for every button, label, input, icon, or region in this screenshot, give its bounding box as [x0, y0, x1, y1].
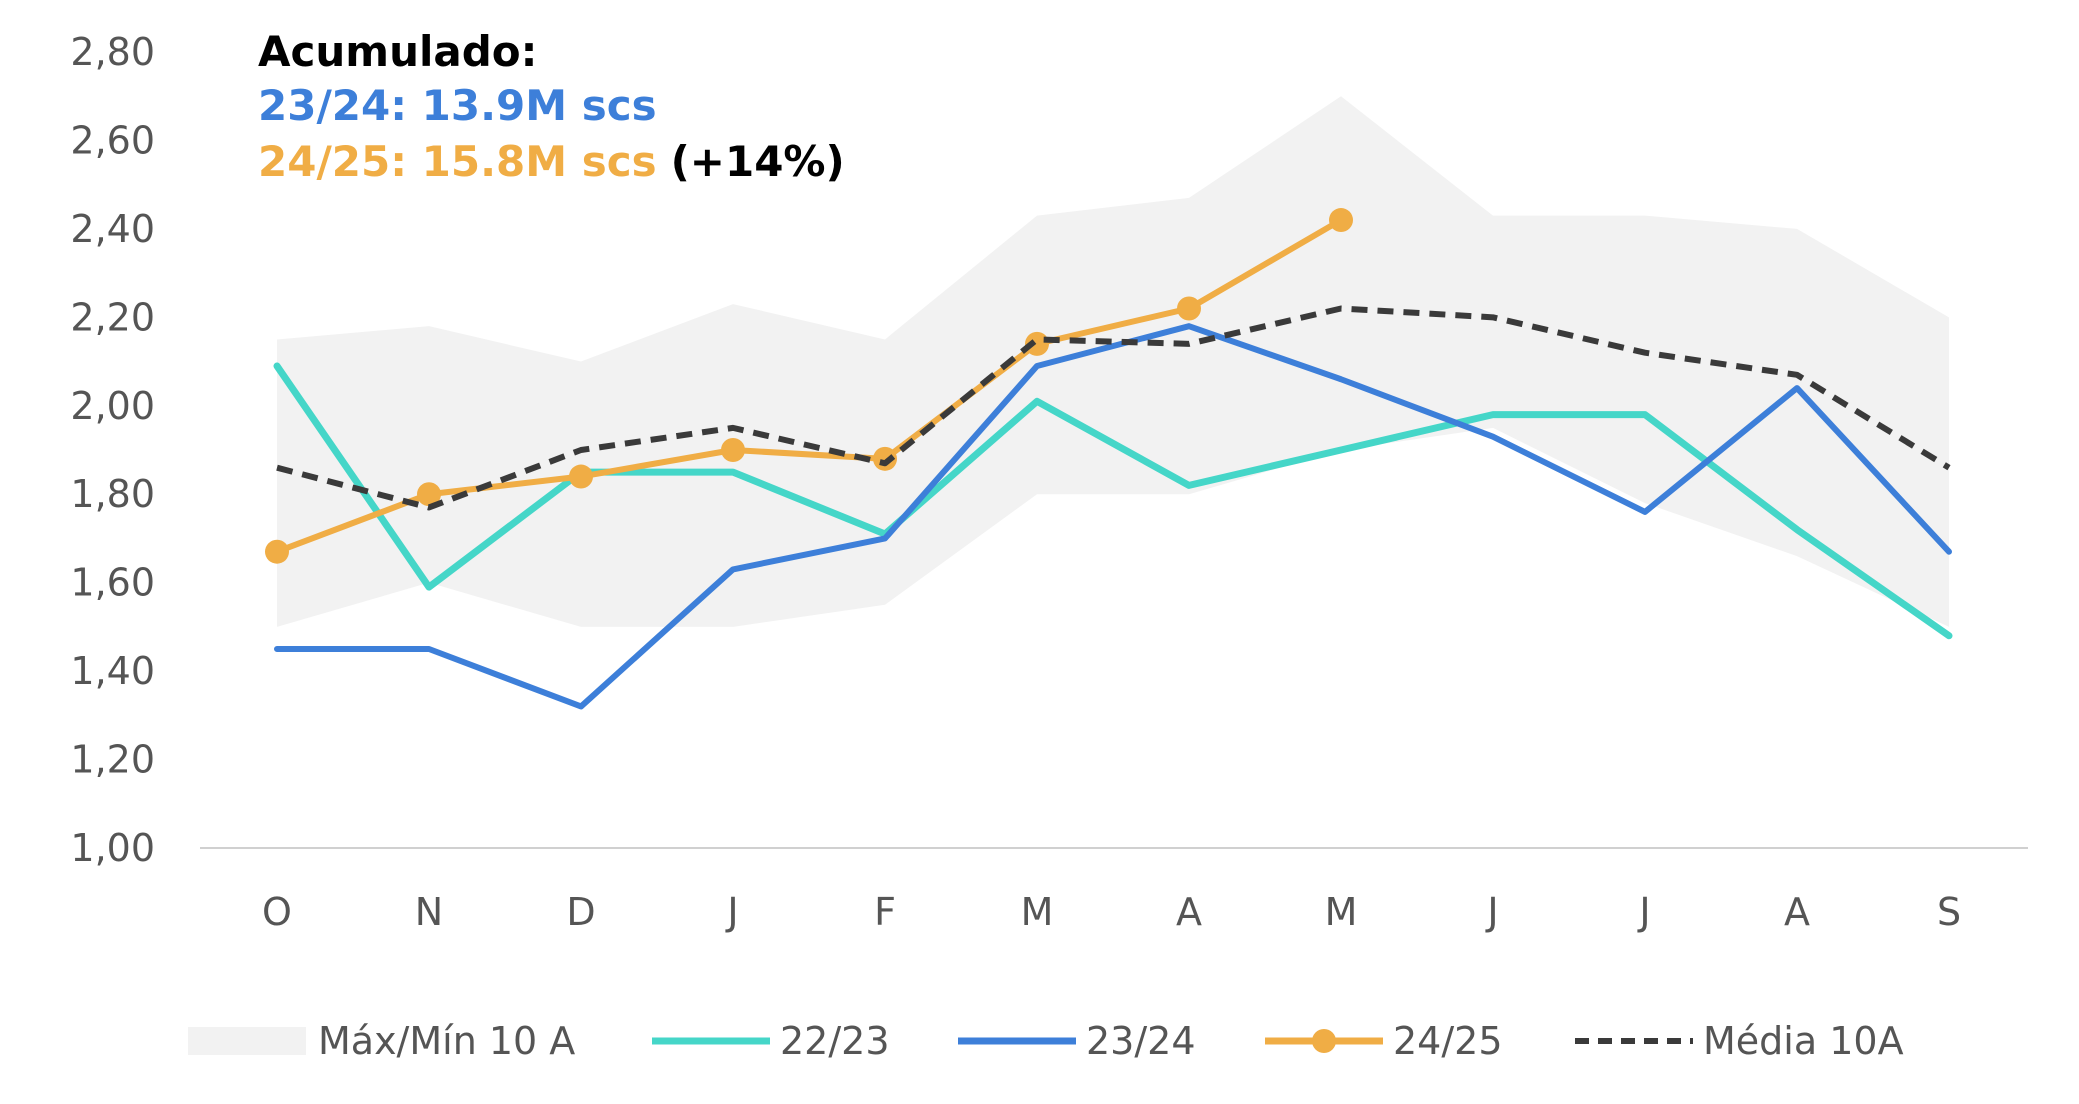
point-24-25 [873, 446, 897, 471]
legend-item-22-23: 22/23 [652, 1019, 890, 1063]
point-24-25 [417, 482, 441, 507]
legend: Máx/Mín 10 A 22/23 23/24 24/25 Média 10A [188, 1019, 1904, 1063]
y-tick-label: 1,80 [70, 472, 155, 516]
y-tick-label: 1,40 [70, 649, 155, 693]
legend-label: 22/23 [780, 1019, 890, 1063]
series-layer [265, 208, 1953, 710]
legend-marker-24-25 [1312, 1029, 1336, 1053]
legend-item-m-x-m-n-10-a: Máx/Mín 10 A [188, 1019, 575, 1063]
annotation-line-24-25-change: (+14%) [671, 137, 845, 186]
point-24-25 [265, 539, 289, 564]
legend-item-24-25: 24/25 [1265, 1019, 1503, 1063]
legend-label: Média 10A [1703, 1019, 1904, 1063]
legend-swatch-band [188, 1027, 306, 1055]
x-tick-label: S [1937, 890, 1961, 934]
x-tick-label: M [1325, 890, 1358, 934]
y-tick-label: 2,60 [70, 118, 155, 162]
series-line-22-23 [273, 362, 1953, 640]
y-tick-label: 1,20 [70, 738, 155, 782]
series-line-m-dia-10a [276, 305, 1951, 511]
x-tick-label: F [874, 890, 896, 934]
y-tick-label: 2,20 [70, 295, 155, 339]
legend-item-m-dia-10a: Média 10A [1575, 1019, 1904, 1063]
x-tick-label: J [1637, 890, 1650, 934]
legend-label: 24/25 [1393, 1019, 1503, 1063]
series-22-23 [273, 362, 1953, 640]
y-tick-label: 1,60 [70, 561, 155, 605]
series-m-dia-10a [276, 305, 1951, 511]
max-min-band [277, 96, 1949, 627]
x-tick-label: A [1784, 890, 1810, 934]
series-line-24-25 [274, 217, 1344, 555]
point-24-25 [1025, 331, 1049, 356]
y-tick-labels: 1,00 1,20 1,40 1,60 1,80 2,00 2,20 2,40 2,60 2,80 [70, 30, 155, 870]
y-tick-label: 2,00 [70, 384, 155, 428]
annotation-line-24-25: 24/25: 15.8M scs (+14%) [258, 137, 845, 186]
series-line-23-24 [274, 323, 1952, 710]
series-23-24 [274, 323, 1952, 710]
annotation-block: Acumulado: 23/24: 13.9M scs 24/25: 15.8M… [258, 27, 845, 186]
legend-label: 23/24 [1086, 1019, 1196, 1063]
x-tick-label: J [1485, 890, 1498, 934]
legend-label: Máx/Mín 10 A [318, 1019, 575, 1063]
max-min-band-layer [277, 96, 1949, 627]
point-24-25 [569, 464, 593, 489]
point-24-25 [1177, 296, 1201, 321]
x-tick-label: J [725, 890, 738, 934]
annotation-title: Acumulado: [258, 27, 537, 76]
x-tick-label: A [1176, 890, 1202, 934]
y-tick-label: 2,40 [70, 207, 155, 251]
y-tick-label: 1,00 [70, 826, 155, 870]
x-tick-label: O [262, 890, 292, 934]
x-tick-label: M [1021, 890, 1054, 934]
point-24-25 [1329, 208, 1353, 233]
y-tick-label: 2,80 [70, 30, 155, 74]
point-24-25 [721, 438, 745, 462]
legend-item-23-24: 23/24 [958, 1019, 1196, 1063]
series-24-25 [265, 208, 1353, 564]
x-tick-label: N [415, 890, 443, 934]
annotation-line-23-24: 23/24: 13.9M scs [258, 81, 657, 130]
x-tick-label: D [566, 890, 595, 934]
annotation-line-24-25-value: 24/25: 15.8M scs [258, 137, 657, 186]
